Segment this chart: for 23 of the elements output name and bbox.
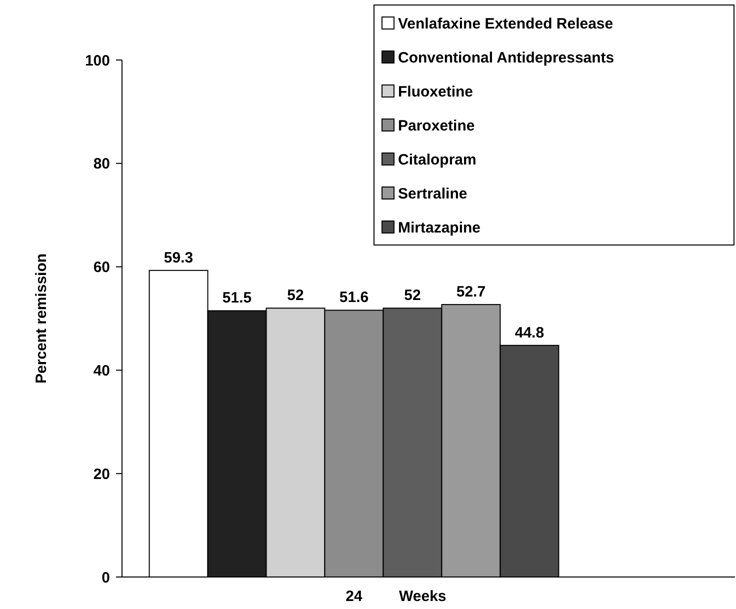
data-label: 51.5: [222, 290, 252, 307]
data-label: 52: [404, 287, 421, 304]
legend-label: Fluoxetine: [398, 83, 474, 100]
y-tick-label: 100: [84, 52, 110, 70]
y-tick-label: 0: [102, 569, 110, 586]
legend-label: Venlafaxine Extended Release: [398, 15, 614, 32]
legend-label: Conventional Antidepressants: [398, 49, 614, 66]
y-tick-label: 80: [93, 156, 110, 173]
y-tick-label: 60: [93, 259, 110, 276]
data-label: 59.3: [164, 249, 194, 266]
legend-label: Citalopram: [398, 151, 476, 168]
data-label: 52.7: [456, 284, 486, 301]
data-label: 52: [287, 287, 304, 304]
data-label: 51.6: [339, 289, 369, 306]
x-axis-title: Weeks: [399, 588, 446, 605]
y-tick-label: 40: [93, 362, 110, 380]
data-label: 44.8: [514, 324, 544, 342]
legend-label: Sertraline: [398, 185, 468, 202]
y-tick-label: 20: [93, 466, 110, 483]
x-tick-label: 24: [346, 588, 363, 605]
legend-label: Mirtazapine: [398, 219, 481, 236]
y-axis-title: Percent remission: [33, 253, 50, 384]
legend-label: Paroxetine: [398, 117, 475, 134]
